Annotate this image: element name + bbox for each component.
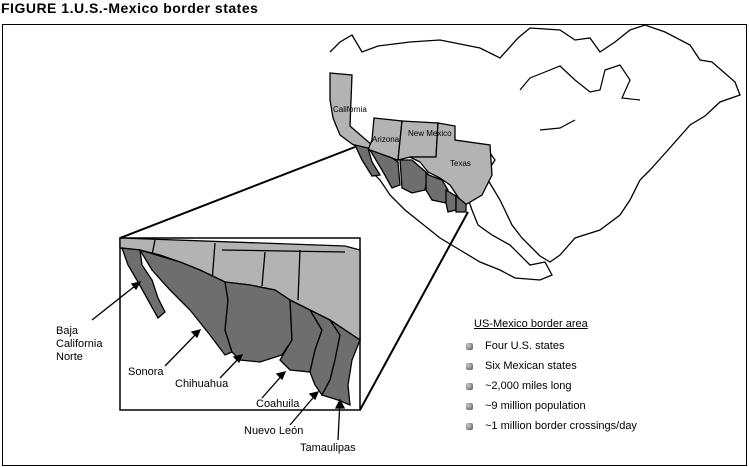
tamaulipas-shape [455,194,467,213]
inset-map [119,237,361,411]
legend-heading: US-Mexico border area [474,318,588,330]
map-label-california: California [333,105,367,114]
legend: US-Mexico border area Four U.S. states S… [462,318,637,436]
nuevo-leon-shape [445,188,457,213]
label-coahuila: Coahuila [256,398,300,410]
zoom-connector-line [119,146,356,239]
bullet-icon [466,382,473,390]
inset-baja-shape [121,247,166,320]
zoom-connector-line [359,211,469,411]
label-chihuahua: Chihuahua [175,378,229,390]
bullet-icon [466,422,473,430]
bullet-icon [466,362,473,370]
map-label-arizona: Arizona [372,135,400,144]
label-nuevo-leon: Nuevo León [244,425,304,437]
map-label-new-mexico: New Mexico [408,129,452,138]
great-lakes-outline [519,64,641,131]
label-tamaulipas: Tamaulipas [300,442,356,454]
figure-title: FIGURE 1.U.S.-Mexico border states [1,0,259,16]
map-label-texas: Texas [450,159,471,168]
legend-item: ~2,000 miles long [462,376,637,396]
sonora-shape [368,148,401,189]
legend-item: Six Mexican states [462,356,637,376]
label-baja-california-norte: Baja California Norte [56,325,103,363]
inset-chihuahua-shape [224,281,293,363]
baja-california-shape [353,144,382,177]
chihuahua-shape [399,159,429,194]
label-arrows [91,280,346,441]
bullet-icon [466,342,473,350]
inset-tamaulipas-shape [321,319,361,407]
new-mexico-shape [397,120,439,161]
bullet-icon [466,402,473,410]
figure-frame [2,24,747,466]
label-sonora: Sonora [128,366,164,378]
north-america-outline [329,24,741,281]
legend-item: ~9 million population [462,396,637,416]
legend-item: ~1 million border crossings/day [462,416,637,436]
legend-item: Four U.S. states [462,336,637,356]
